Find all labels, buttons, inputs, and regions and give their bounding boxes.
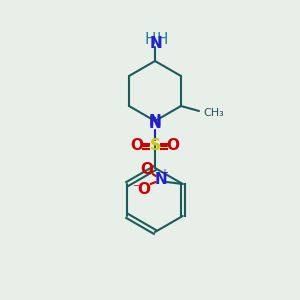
Text: O: O (130, 139, 143, 154)
Text: CH₃: CH₃ (203, 108, 224, 118)
Text: H: H (156, 32, 168, 46)
Text: +: + (160, 168, 168, 178)
Text: N: N (148, 113, 161, 128)
Text: ⁻: ⁻ (132, 182, 140, 196)
Text: H: H (144, 32, 156, 46)
Text: N: N (150, 35, 162, 50)
Text: O: O (167, 139, 179, 154)
Text: N: N (154, 172, 167, 187)
Text: N: N (148, 116, 161, 131)
Text: O: O (140, 161, 153, 176)
Text: O: O (137, 182, 150, 196)
Text: S: S (149, 139, 161, 154)
